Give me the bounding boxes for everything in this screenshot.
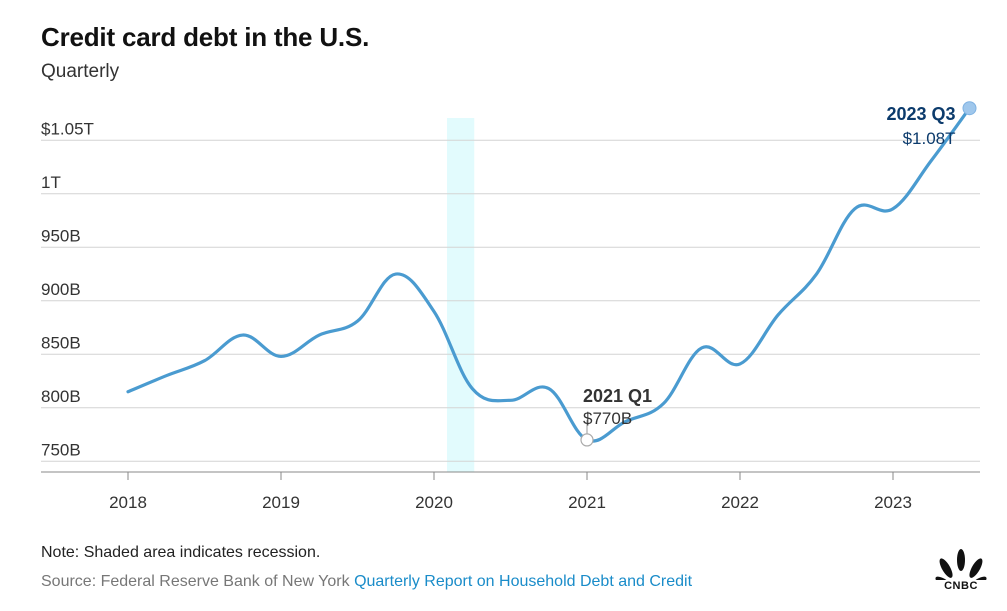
y-tick-label: 900B	[41, 280, 81, 299]
y-tick-label: $1.05T	[41, 119, 94, 138]
y-tick-label: 950B	[41, 226, 81, 245]
annotations: 2021 Q1 $770B 2023 Q3 $1.08T	[580, 101, 977, 447]
footer-source: Source: Federal Reserve Bank of New York…	[41, 573, 692, 591]
x-axis: 2018 2019 2020 2021 2022 2023	[41, 471, 980, 512]
y-axis-labels: 750B 800B 850B 900B 950B 1T $1.05T	[41, 119, 94, 459]
x-tick-label: 2022	[721, 493, 759, 512]
footer-note: Note: Shaded area indicates recession.	[41, 544, 321, 561]
annotation-label-2021q1: 2021 Q1	[583, 386, 652, 406]
annotation-point-2023q3	[962, 101, 977, 116]
gridlines	[41, 139, 980, 462]
line-chart: 750B 800B 850B 900B 950B 1T $1.05T 2018 2019 202…	[41, 101, 980, 512]
x-tick-label: 2023	[874, 493, 912, 512]
logo-text: CNBC	[944, 580, 978, 592]
annotation-value-2021q1: $770B	[583, 409, 632, 428]
recession-layer	[447, 118, 475, 472]
y-tick-label: 1T	[41, 173, 61, 192]
x-tick-label: 2021	[568, 493, 606, 512]
annotation-label-2023q3: 2023 Q3	[886, 104, 955, 124]
x-tick-label: 2020	[415, 493, 453, 512]
annotation-value-2023q3: $1.08T	[903, 129, 956, 148]
source-link[interactable]: Quarterly Report on Household Debt and C…	[354, 573, 693, 590]
y-tick-label: 750B	[41, 440, 81, 459]
annotation-point-2021q1	[580, 433, 594, 447]
debt-series-line	[126, 106, 972, 443]
y-tick-label: 800B	[41, 387, 81, 406]
nbc-peacock-icon	[935, 549, 987, 591]
chart-title: Credit card debt in the U.S.	[41, 22, 370, 52]
cnbc-logo: CNBC	[933, 548, 989, 592]
x-tick-label: 2018	[109, 493, 147, 512]
recession-band	[447, 118, 475, 472]
y-tick-label: 850B	[41, 333, 81, 352]
chart-subtitle: Quarterly	[41, 61, 120, 82]
x-tick-label: 2019	[262, 493, 300, 512]
source-text: Source: Federal Reserve Bank of New York	[41, 573, 350, 590]
series-layer	[126, 106, 972, 443]
